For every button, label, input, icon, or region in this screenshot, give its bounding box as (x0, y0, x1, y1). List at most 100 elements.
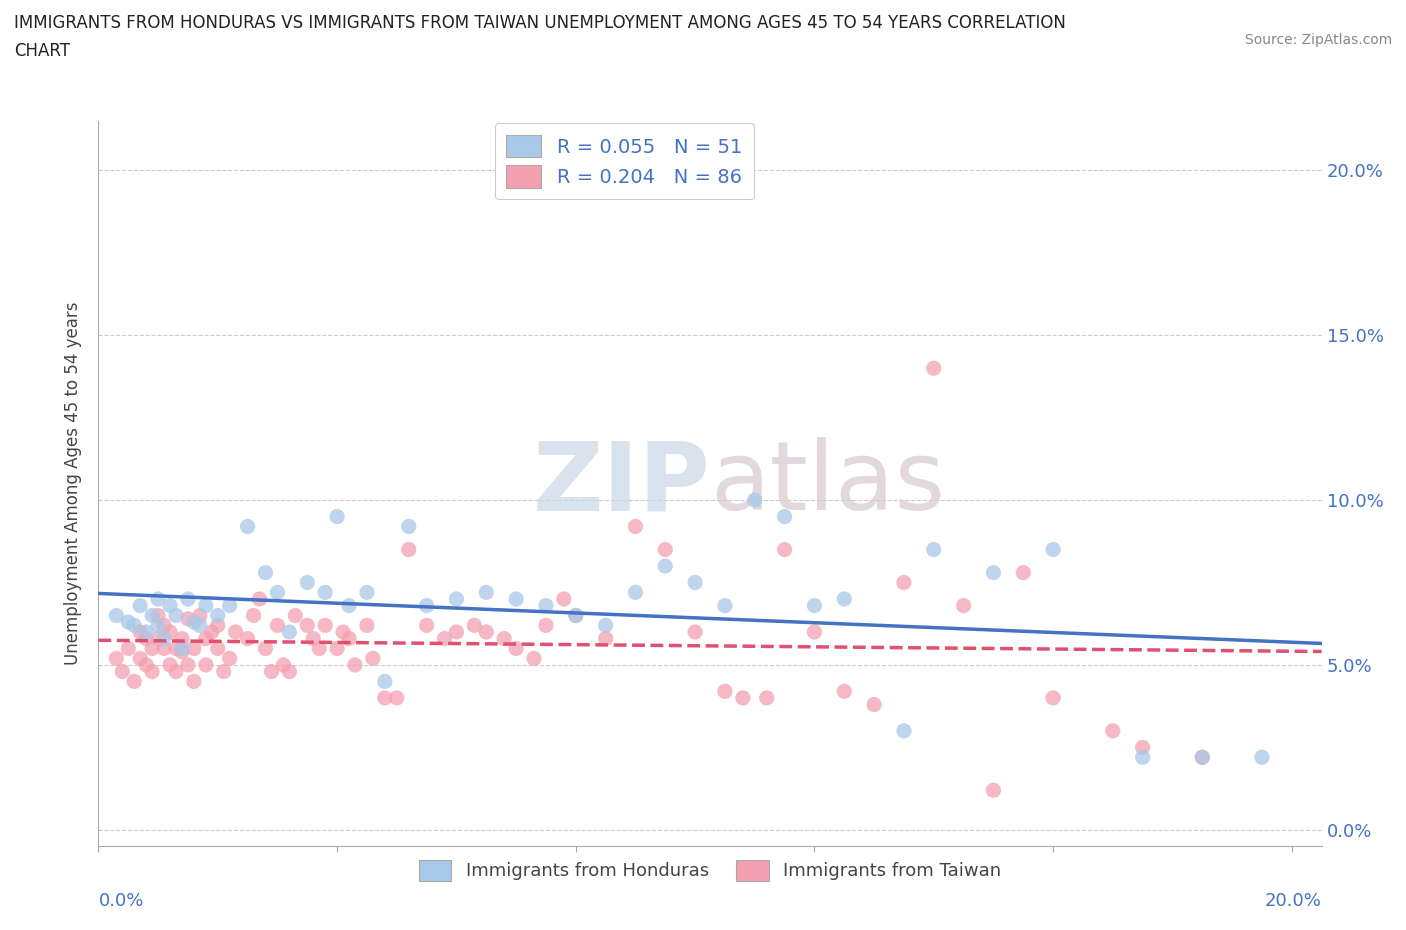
Point (922, 542, 945, 557)
Point (278, 625, 301, 640)
Point (266, 585, 288, 600)
Point (146, 631, 169, 646)
Point (236, 519, 259, 534)
Point (159, 625, 181, 640)
Point (683, 575, 706, 590)
Point (212, 664, 235, 679)
Point (129, 651, 152, 666)
Legend: Immigrants from Honduras, Immigrants from Taiwan: Immigrants from Honduras, Immigrants fro… (412, 853, 1008, 888)
Point (266, 618, 288, 632)
Point (207, 608, 229, 623)
Y-axis label: Unemployment Among Ages 45 to 54 years: Unemployment Among Ages 45 to 54 years (65, 302, 83, 665)
Point (153, 631, 176, 646)
Text: CHART: CHART (14, 42, 70, 60)
Point (194, 658, 217, 672)
Point (153, 641, 176, 656)
Point (683, 625, 706, 640)
Point (714, 598, 737, 613)
Point (111, 664, 134, 679)
Point (177, 658, 200, 672)
Point (624, 585, 647, 600)
Point (332, 625, 354, 640)
Point (135, 631, 157, 646)
Point (194, 631, 217, 646)
Point (302, 631, 325, 646)
Point (201, 625, 224, 640)
Point (565, 608, 588, 623)
Point (117, 615, 139, 630)
Point (183, 674, 205, 689)
Point (398, 519, 420, 534)
Point (242, 608, 264, 623)
Point (374, 674, 396, 689)
Point (534, 598, 557, 613)
Point (326, 641, 349, 656)
Text: 0.0%: 0.0% (98, 893, 143, 910)
Text: 20.0%: 20.0% (1265, 893, 1322, 910)
Point (165, 641, 187, 656)
Point (141, 664, 163, 679)
Point (1012, 565, 1035, 580)
Point (832, 591, 855, 606)
Point (922, 361, 945, 376)
Point (952, 598, 974, 613)
Point (534, 618, 557, 632)
Point (183, 615, 205, 630)
Point (314, 618, 336, 632)
Point (254, 641, 277, 656)
Point (832, 684, 855, 698)
Point (326, 509, 349, 524)
Point (463, 618, 485, 632)
Point (207, 641, 229, 656)
Point (624, 519, 647, 534)
Point (194, 598, 217, 613)
Point (308, 641, 330, 656)
Point (1101, 724, 1123, 738)
Point (505, 591, 527, 606)
Point (523, 651, 546, 666)
Point (207, 618, 229, 632)
Point (553, 591, 575, 606)
Point (278, 664, 301, 679)
Point (188, 608, 211, 623)
Point (260, 664, 283, 679)
Point (122, 618, 145, 632)
Point (297, 618, 319, 632)
Point (297, 575, 319, 590)
Point (475, 625, 498, 640)
Point (773, 509, 796, 524)
Point (122, 674, 145, 689)
Point (863, 698, 886, 712)
Point (654, 542, 676, 557)
Point (153, 618, 176, 632)
Point (1132, 750, 1154, 764)
Point (433, 631, 456, 646)
Text: ZIP: ZIP (531, 437, 710, 530)
Point (1251, 750, 1274, 764)
Point (1042, 690, 1064, 705)
Point (494, 631, 516, 646)
Point (803, 625, 825, 640)
Point (446, 591, 468, 606)
Point (714, 684, 737, 698)
Point (129, 598, 152, 613)
Point (159, 598, 181, 613)
Point (254, 565, 277, 580)
Point (654, 559, 676, 574)
Point (773, 542, 796, 557)
Point (273, 658, 295, 672)
Point (135, 625, 157, 640)
Point (803, 598, 825, 613)
Point (1132, 740, 1154, 755)
Point (1191, 750, 1213, 764)
Point (337, 631, 360, 646)
Point (983, 783, 1005, 798)
Point (105, 651, 128, 666)
Point (731, 690, 754, 705)
Point (415, 618, 437, 632)
Text: Source: ZipAtlas.com: Source: ZipAtlas.com (1244, 33, 1392, 46)
Point (129, 625, 152, 640)
Point (146, 618, 169, 632)
Point (146, 591, 169, 606)
Point (337, 598, 360, 613)
